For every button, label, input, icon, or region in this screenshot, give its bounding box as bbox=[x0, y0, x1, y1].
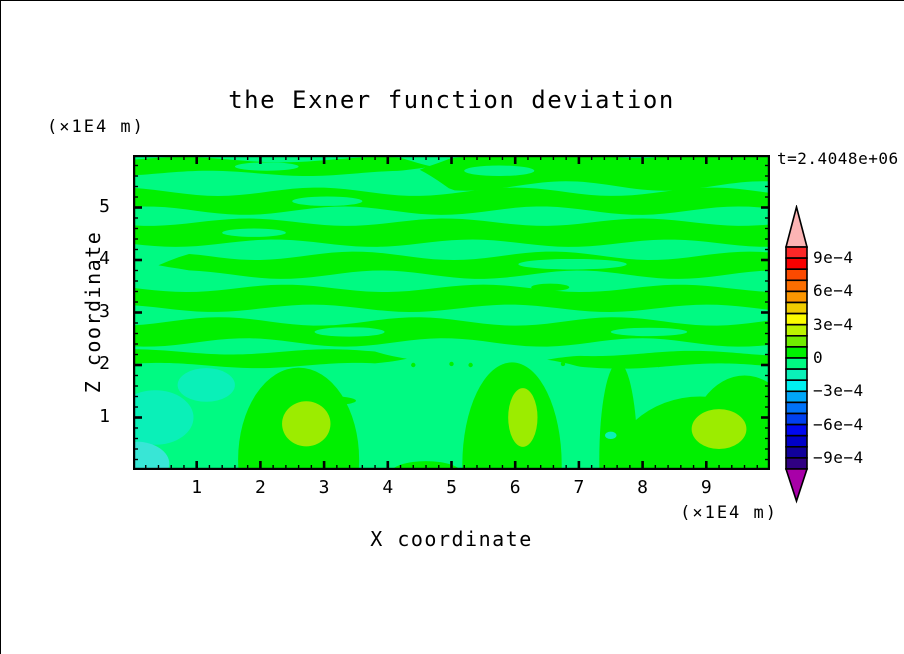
x-tick-label-9: 9 bbox=[674, 477, 738, 498]
y-tick-label-5: 5 bbox=[60, 196, 110, 217]
colorbar-label-0.0009: 9e−4 bbox=[813, 248, 854, 267]
y-tick-label-3: 3 bbox=[60, 301, 110, 322]
x-tick-label-7: 7 bbox=[547, 477, 611, 498]
time-annotation: t=2.4048e+06 bbox=[777, 149, 899, 168]
colorbar-label-0: 0 bbox=[813, 348, 823, 367]
x-tick-label-5: 5 bbox=[420, 477, 484, 498]
x-tick-label-1: 1 bbox=[165, 477, 229, 498]
colorbar-label-0.0003: 3e−4 bbox=[813, 315, 854, 334]
x-axis-unit-label: (×1E4 m) bbox=[618, 503, 778, 523]
y-tick-label-1: 1 bbox=[60, 406, 110, 427]
colorbar-label-0.0006: 6e−4 bbox=[813, 281, 854, 300]
y-tick-label-2: 2 bbox=[60, 353, 110, 374]
colorbar-label--0.0009: −9e−4 bbox=[813, 448, 864, 467]
figure-frame: the Exner function deviation (×1E4 m) t=… bbox=[0, 0, 904, 654]
x-tick-label-4: 4 bbox=[356, 477, 420, 498]
x-tick-label-2: 2 bbox=[228, 477, 292, 498]
x-axis-title: X coordinate bbox=[133, 527, 770, 551]
x-tick-label-8: 8 bbox=[611, 477, 675, 498]
y-axis-unit-label: (×1E4 m) bbox=[47, 117, 145, 137]
colorbar bbox=[783, 205, 811, 505]
chart-title: the Exner function deviation bbox=[133, 86, 770, 114]
x-tick-label-3: 3 bbox=[292, 477, 356, 498]
x-tick-label-6: 6 bbox=[483, 477, 547, 498]
y-tick-label-4: 4 bbox=[60, 248, 110, 269]
contour-plot bbox=[133, 155, 770, 470]
colorbar-label--0.0006: −6e−4 bbox=[813, 415, 864, 434]
colorbar-label--0.0003: −3e−4 bbox=[813, 381, 864, 400]
